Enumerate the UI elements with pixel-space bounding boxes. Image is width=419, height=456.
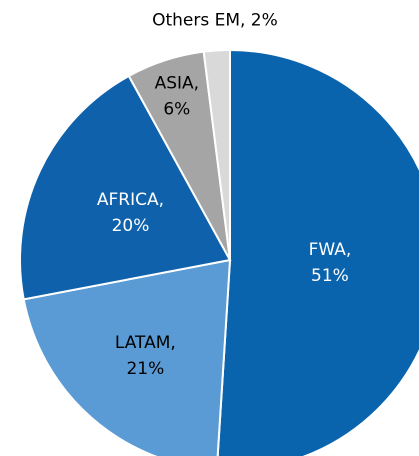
- pie-slice: [22, 258, 232, 456]
- data-label-line: 6%: [163, 99, 190, 119]
- data-label-line: AFRICA,: [97, 190, 164, 210]
- data-label: AFRICA, 20%: [97, 190, 164, 236]
- data-label-line: FWA,: [309, 240, 352, 260]
- data-label: ASIA, 6%: [155, 73, 199, 119]
- pie-slice: [19, 74, 232, 301]
- pie-slice: [216, 48, 419, 456]
- data-label-line: ASIA,: [155, 73, 199, 93]
- data-label: FWA, 51%: [309, 240, 352, 286]
- pie-slice: [202, 48, 231, 261]
- data-label-line: 21%: [126, 359, 164, 379]
- data-label: LATAM, 21%: [115, 333, 176, 379]
- data-label: Others EM, 2%: [152, 10, 278, 30]
- data-label-line: 20%: [112, 216, 150, 236]
- data-label-line: 51%: [311, 266, 349, 286]
- data-label-line: LATAM,: [115, 333, 176, 353]
